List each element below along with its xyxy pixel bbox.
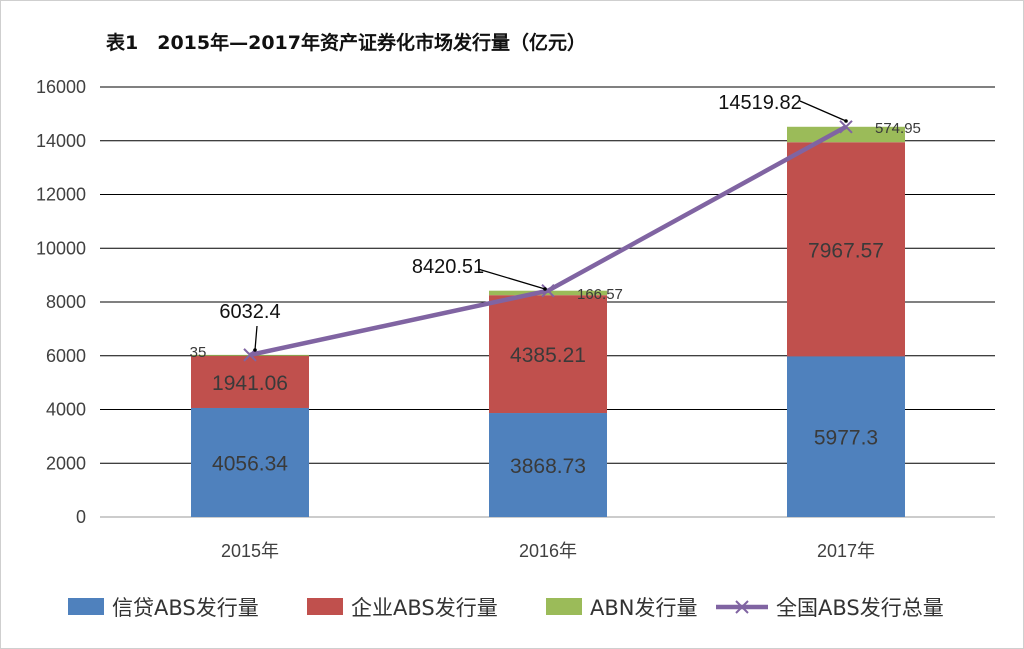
y-tick-label: 10000 <box>36 238 86 258</box>
legend-label: 信贷ABS发行量 <box>112 596 259 620</box>
bar-segment <box>489 413 607 517</box>
total-leader-line <box>799 100 847 122</box>
y-tick-label: 0 <box>76 507 86 527</box>
y-tick-label: 12000 <box>36 185 86 205</box>
segment-label: 3868.73 <box>510 455 586 478</box>
total-leader-line <box>477 268 546 290</box>
legend-swatch <box>546 598 582 615</box>
total-label: 8420.51 <box>412 256 484 278</box>
segment-label: 1941.06 <box>212 372 288 395</box>
total-leader-line <box>254 325 258 351</box>
abn-label: 35 <box>190 344 207 361</box>
bar-segment <box>787 126 905 143</box>
x-tick-label: 2015年 <box>221 541 279 561</box>
total-label: 14519.82 <box>718 92 801 114</box>
legend-marker <box>735 600 749 614</box>
y-tick-label: 4000 <box>46 400 86 420</box>
data-labels: 4056.34 3868.73 5977.3 1941.06 4385.21 7967.5… <box>190 92 921 478</box>
y-tick-label: 14000 <box>36 131 86 151</box>
segment-label: 4056.34 <box>212 452 288 475</box>
total-leader-dot <box>253 348 257 352</box>
legend-label: 全国ABS发行总量 <box>776 596 944 620</box>
total-leader-dot <box>543 287 547 291</box>
segment-label: 5977.3 <box>814 427 878 450</box>
y-tick-label: 6000 <box>46 346 86 366</box>
abn-label: 574.95 <box>875 120 921 137</box>
legend-label: ABN发行量 <box>590 596 697 620</box>
legend-swatch <box>68 598 104 615</box>
bar-segment <box>191 407 309 517</box>
bar-segment <box>787 356 905 517</box>
x-tick-label: 2016年 <box>519 541 577 561</box>
x-tick-label: 2017年 <box>817 541 875 561</box>
legend-label: 企业ABS发行量 <box>351 596 498 620</box>
segment-label: 4385.21 <box>510 344 586 367</box>
bar-segment <box>191 355 309 408</box>
y-tick-label: 8000 <box>46 292 86 312</box>
abn-label: 166.57 <box>577 286 623 303</box>
y-tick-label: 16000 <box>36 77 86 97</box>
total-marker <box>541 283 555 298</box>
x-axis: 2015年 2016年 2017年 <box>221 541 875 561</box>
legend: 信贷ABS发行量 企业ABS发行量 ABN发行量 全国ABS发行总量 <box>68 596 944 620</box>
chart-title: 表1 2015年—2017年资产证券化市场发行量（亿元） <box>106 31 586 54</box>
bar-segment <box>787 142 905 357</box>
legend-swatch <box>307 598 343 615</box>
total-leader-dot <box>844 119 848 123</box>
total-label: 6032.4 <box>219 301 280 323</box>
total-marker <box>839 120 853 134</box>
segment-label: 7967.57 <box>808 239 884 262</box>
bar-segment <box>489 295 607 414</box>
y-axis: 0 2000 4000 6000 8000 10000 12000 14000 16000 <box>36 77 86 527</box>
y-tick-label: 2000 <box>46 453 86 473</box>
